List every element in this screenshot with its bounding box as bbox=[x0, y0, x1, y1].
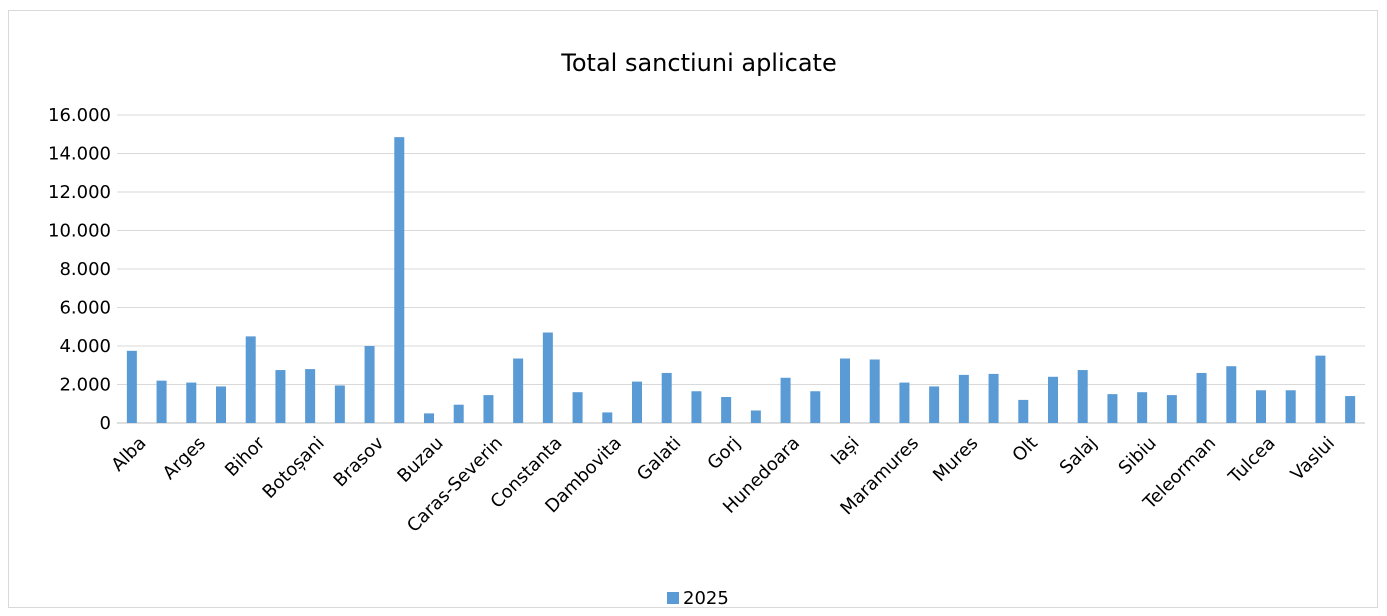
x-tick-label: Iași bbox=[827, 433, 864, 470]
bar bbox=[661, 372, 672, 423]
bar bbox=[1107, 394, 1118, 424]
bar bbox=[572, 392, 583, 423]
bar bbox=[721, 397, 732, 423]
x-tick-label: Tulcea bbox=[1224, 433, 1280, 489]
bar bbox=[750, 410, 761, 423]
y-tick-label: 6.000 bbox=[59, 298, 111, 319]
bars bbox=[126, 137, 1356, 424]
bar bbox=[334, 385, 345, 423]
legend-swatch bbox=[667, 592, 679, 604]
bar bbox=[602, 412, 613, 423]
bar bbox=[186, 382, 197, 423]
bar bbox=[364, 346, 375, 423]
bar bbox=[275, 370, 286, 423]
bar bbox=[1226, 366, 1237, 423]
x-tick-label: Arges bbox=[159, 433, 210, 484]
bar bbox=[840, 358, 850, 423]
bar bbox=[453, 404, 464, 423]
bar bbox=[424, 413, 434, 424]
y-tick-label: 12.000 bbox=[48, 182, 111, 203]
bar bbox=[810, 391, 821, 423]
bar bbox=[780, 377, 791, 423]
y-tick-label: 14.000 bbox=[48, 144, 111, 165]
x-tick-label: Olt bbox=[1008, 433, 1041, 466]
x-tick-label: Brasov bbox=[330, 432, 389, 491]
legend: 2025 bbox=[667, 588, 729, 609]
x-tick-label: Vaslui bbox=[1287, 433, 1339, 485]
chart-svg: Total sanctiuni aplicate 0 2.000 4.000 6.00… bbox=[48, 49, 1365, 609]
y-tick-label: 0 bbox=[100, 413, 111, 434]
x-tick-label: Salaj bbox=[1056, 433, 1102, 479]
bar bbox=[1345, 396, 1356, 423]
x-tick-label: Buzau bbox=[393, 433, 447, 487]
bar bbox=[1077, 370, 1088, 423]
bar bbox=[1018, 399, 1029, 423]
bar bbox=[632, 381, 642, 423]
y-tick-label: 2.000 bbox=[59, 375, 111, 396]
bar bbox=[394, 137, 405, 423]
bar bbox=[691, 391, 702, 423]
bar bbox=[1196, 372, 1207, 423]
chart-frame: Total sanctiuni aplicate 0 2.000 4.000 6.00… bbox=[8, 10, 1378, 609]
bar bbox=[126, 350, 137, 423]
bar bbox=[1315, 355, 1326, 424]
bar bbox=[1285, 390, 1296, 423]
bar bbox=[1137, 392, 1148, 423]
x-tick-label: Bihor bbox=[221, 432, 270, 481]
bar bbox=[216, 386, 226, 423]
bar bbox=[988, 373, 999, 423]
bar bbox=[958, 374, 969, 424]
x-tick-label: Mures bbox=[929, 433, 982, 486]
y-tick-label: 10.000 bbox=[48, 221, 111, 242]
bar bbox=[542, 332, 553, 423]
bar bbox=[156, 380, 167, 423]
bar bbox=[305, 369, 316, 423]
bar bbox=[245, 336, 256, 424]
x-tick-label: Sibiu bbox=[1115, 433, 1161, 479]
bar bbox=[1048, 376, 1058, 423]
bar bbox=[899, 382, 910, 423]
legend-label: 2025 bbox=[683, 588, 729, 609]
chart-title: Total sanctiuni aplicate bbox=[560, 49, 836, 77]
x-tick-label: Galati bbox=[633, 433, 685, 485]
bar bbox=[1256, 390, 1266, 423]
bar bbox=[483, 395, 494, 423]
y-tick-label: 8.000 bbox=[59, 259, 111, 280]
bar bbox=[929, 386, 940, 423]
y-axis-tick-labels: 0 2.000 4.000 6.000 8.000 10.000 12.000 14.000 1… bbox=[48, 105, 111, 434]
y-tick-label: 4.000 bbox=[59, 336, 111, 357]
x-tick-label: Botoșani bbox=[259, 433, 329, 503]
bar bbox=[869, 359, 880, 423]
grid-lines bbox=[117, 114, 1365, 424]
y-tick-label: 16.000 bbox=[48, 105, 111, 126]
x-tick-label: Alba bbox=[107, 433, 150, 476]
bar bbox=[1166, 395, 1177, 423]
bar bbox=[513, 358, 524, 423]
x-tick-label: Gorj bbox=[703, 433, 744, 474]
